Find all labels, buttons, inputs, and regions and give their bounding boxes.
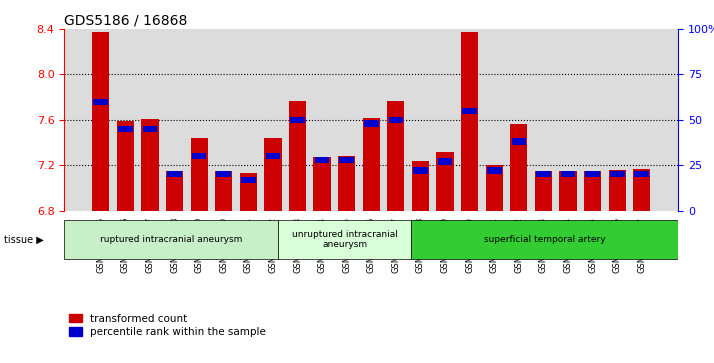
Bar [118, 126, 133, 132]
Text: superficial temporal artery: superficial temporal artery [484, 235, 605, 244]
Bar [241, 176, 256, 183]
Bar [560, 171, 575, 178]
Bar [585, 171, 600, 178]
Bar [413, 167, 428, 174]
Text: ruptured intracranial aneurysm: ruptured intracranial aneurysm [100, 235, 242, 244]
Bar [339, 156, 354, 163]
Bar [388, 117, 403, 123]
Bar [608, 170, 625, 211]
Bar [278, 220, 411, 259]
Bar [167, 171, 182, 178]
Bar [463, 107, 477, 114]
Bar [143, 126, 157, 132]
Bar [266, 153, 280, 159]
Bar [192, 153, 206, 159]
Bar [610, 171, 625, 178]
Bar [487, 167, 501, 174]
Bar [141, 119, 159, 211]
Bar [94, 98, 108, 105]
Bar [215, 171, 232, 211]
Bar [315, 156, 329, 163]
Bar [64, 220, 278, 259]
Bar [559, 171, 577, 211]
Bar [412, 160, 429, 211]
Text: GDS5186 / 16868: GDS5186 / 16868 [64, 14, 188, 28]
Bar [216, 171, 231, 178]
Bar [584, 171, 601, 211]
Legend: transformed count, percentile rank within the sample: transformed count, percentile rank withi… [69, 314, 266, 337]
Bar [536, 171, 550, 178]
Bar [92, 32, 109, 211]
Bar [411, 220, 678, 259]
Bar [313, 157, 331, 211]
Bar [240, 173, 257, 211]
Bar [290, 117, 305, 123]
Bar [535, 171, 552, 211]
Bar [438, 158, 453, 165]
Bar [364, 120, 378, 127]
Bar [117, 121, 134, 211]
Bar [511, 138, 526, 145]
Bar [191, 138, 208, 211]
Text: unruptured intracranial
aneurysm: unruptured intracranial aneurysm [291, 230, 398, 249]
Bar [166, 171, 183, 211]
Bar [338, 156, 356, 211]
Bar [461, 32, 478, 211]
Bar [511, 125, 528, 211]
Bar [363, 118, 380, 211]
Bar [635, 171, 649, 178]
Bar [264, 138, 281, 211]
Text: tissue ▶: tissue ▶ [4, 234, 44, 245]
Bar [436, 151, 453, 211]
Bar [633, 168, 650, 211]
Bar [289, 101, 306, 211]
Bar [486, 165, 503, 211]
Bar [387, 101, 404, 211]
